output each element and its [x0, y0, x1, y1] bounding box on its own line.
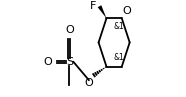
Text: S: S	[66, 57, 73, 67]
Text: &1: &1	[113, 22, 124, 31]
Polygon shape	[98, 5, 106, 18]
Text: O: O	[123, 6, 132, 16]
Text: F: F	[90, 1, 96, 11]
Text: &1: &1	[113, 53, 124, 62]
Text: O: O	[65, 25, 74, 35]
Text: O: O	[84, 78, 93, 88]
Text: O: O	[43, 57, 52, 67]
